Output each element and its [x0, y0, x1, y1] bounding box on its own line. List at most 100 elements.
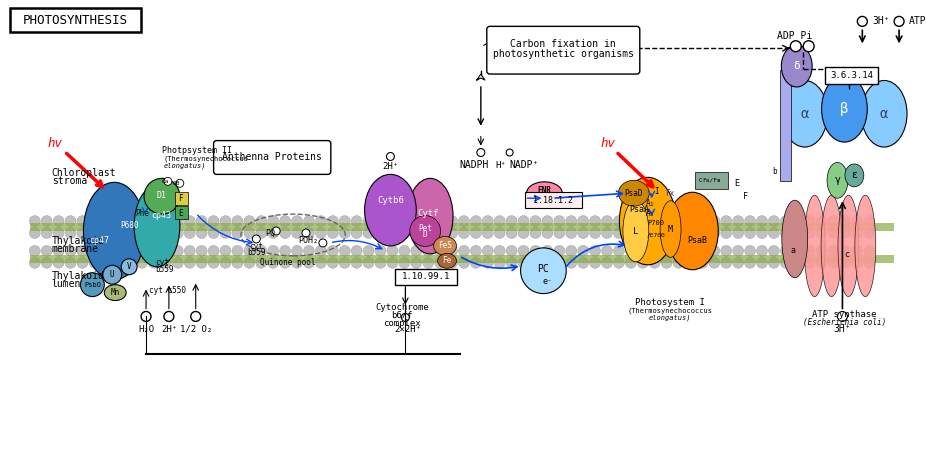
- Circle shape: [387, 245, 398, 257]
- Text: Carbon fixation in: Carbon fixation in: [511, 39, 616, 49]
- Circle shape: [172, 257, 184, 268]
- Circle shape: [220, 216, 231, 226]
- Circle shape: [65, 227, 76, 238]
- Text: D1: D1: [157, 191, 167, 200]
- Circle shape: [590, 245, 601, 257]
- Text: E: E: [734, 179, 740, 188]
- Circle shape: [781, 245, 792, 257]
- Text: ATP synthase: ATP synthase: [812, 310, 877, 319]
- Circle shape: [411, 245, 422, 257]
- Circle shape: [837, 312, 847, 321]
- Circle shape: [709, 227, 719, 238]
- Circle shape: [244, 257, 255, 268]
- Circle shape: [387, 227, 398, 238]
- Circle shape: [268, 245, 279, 257]
- Text: Chloroplast: Chloroplast: [52, 169, 116, 178]
- Text: I: I: [654, 187, 659, 196]
- Circle shape: [232, 257, 243, 268]
- Circle shape: [732, 216, 743, 226]
- Bar: [10, 8, 141, 32]
- Circle shape: [280, 216, 290, 226]
- Circle shape: [160, 216, 171, 226]
- Circle shape: [744, 245, 756, 257]
- Ellipse shape: [434, 237, 456, 255]
- Ellipse shape: [410, 216, 440, 246]
- Circle shape: [661, 245, 672, 257]
- Text: V: V: [127, 262, 132, 271]
- Circle shape: [435, 227, 446, 238]
- Circle shape: [614, 216, 625, 226]
- Ellipse shape: [134, 185, 180, 267]
- Circle shape: [363, 227, 374, 238]
- Text: Fa/Fʙ: Fa/Fʙ: [702, 178, 720, 183]
- Circle shape: [435, 216, 446, 226]
- Text: a: a: [791, 246, 795, 256]
- Text: ε: ε: [851, 170, 857, 181]
- Ellipse shape: [838, 195, 858, 297]
- Ellipse shape: [781, 200, 807, 278]
- Circle shape: [553, 257, 565, 268]
- Circle shape: [435, 257, 446, 268]
- Circle shape: [375, 227, 386, 238]
- Circle shape: [327, 245, 338, 257]
- Circle shape: [256, 245, 267, 257]
- Circle shape: [521, 248, 566, 294]
- Circle shape: [697, 216, 708, 226]
- Circle shape: [124, 245, 135, 257]
- Text: F: F: [743, 192, 747, 201]
- Circle shape: [673, 216, 684, 226]
- Circle shape: [530, 216, 541, 226]
- Circle shape: [375, 245, 386, 257]
- Circle shape: [280, 257, 290, 268]
- Ellipse shape: [821, 195, 842, 297]
- Circle shape: [101, 257, 112, 268]
- Circle shape: [435, 245, 446, 257]
- Text: C: C: [699, 178, 703, 183]
- Circle shape: [411, 257, 422, 268]
- Circle shape: [136, 216, 147, 226]
- Text: D: D: [423, 231, 427, 239]
- Circle shape: [339, 245, 350, 257]
- Circle shape: [697, 227, 708, 238]
- Circle shape: [280, 245, 290, 257]
- Circle shape: [781, 257, 792, 268]
- Circle shape: [280, 227, 290, 238]
- Circle shape: [816, 245, 827, 257]
- Circle shape: [590, 216, 601, 226]
- Circle shape: [470, 245, 481, 257]
- Circle shape: [387, 257, 398, 268]
- Circle shape: [244, 245, 255, 257]
- Circle shape: [65, 257, 76, 268]
- Text: PsbO: PsbO: [83, 282, 101, 288]
- Circle shape: [709, 257, 719, 268]
- Circle shape: [565, 227, 577, 238]
- Circle shape: [530, 257, 541, 268]
- Text: b: b: [772, 167, 777, 176]
- Circle shape: [649, 227, 660, 238]
- Circle shape: [53, 227, 64, 238]
- Circle shape: [476, 149, 485, 156]
- Bar: [175, 192, 188, 205]
- Circle shape: [315, 245, 326, 257]
- Circle shape: [303, 257, 314, 268]
- Ellipse shape: [438, 253, 456, 268]
- Ellipse shape: [618, 180, 649, 206]
- Circle shape: [399, 257, 410, 268]
- Circle shape: [840, 257, 851, 268]
- Circle shape: [590, 227, 601, 238]
- Text: complex: complex: [384, 319, 421, 328]
- Circle shape: [895, 16, 904, 26]
- Circle shape: [268, 227, 279, 238]
- Text: 3.6.3.14: 3.6.3.14: [830, 70, 873, 80]
- Text: e⁻: e⁻: [542, 277, 552, 286]
- Text: Quinone pool: Quinone pool: [260, 258, 316, 267]
- Circle shape: [840, 245, 851, 257]
- Circle shape: [113, 216, 123, 226]
- Circle shape: [756, 257, 768, 268]
- Text: A₀: A₀: [646, 209, 655, 218]
- Circle shape: [399, 245, 410, 257]
- Circle shape: [172, 216, 184, 226]
- Circle shape: [744, 216, 756, 226]
- Circle shape: [401, 313, 410, 321]
- Circle shape: [41, 245, 52, 257]
